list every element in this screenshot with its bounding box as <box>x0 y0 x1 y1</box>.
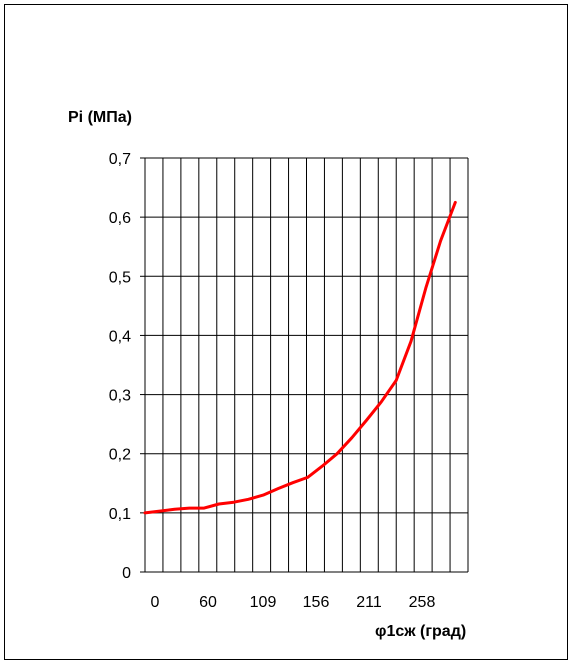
y-tick-label: 0,7 <box>109 151 131 168</box>
y-tick-label: 0,3 <box>109 388 131 405</box>
axes <box>140 157 468 573</box>
y-tick-label: 0,2 <box>109 447 131 464</box>
series-line <box>143 200 457 515</box>
x-tick-label: 60 <box>199 594 217 611</box>
y-tick-label: 0,1 <box>109 506 131 523</box>
grid <box>145 157 469 572</box>
series-group <box>143 200 457 515</box>
x-tick-label: 109 <box>250 594 277 611</box>
chart-frame <box>4 4 568 660</box>
y-tick-label: 0 <box>122 565 131 582</box>
x-tick-label: 211 <box>356 594 382 611</box>
x-tick-labels: 0 60 109 156 211 258 <box>151 594 436 611</box>
x-tick-label: 258 <box>409 594 436 611</box>
y-tick-label: 0,4 <box>109 328 131 345</box>
x-axis-label: φ1сж (град) <box>375 623 466 640</box>
y-axis-label: Pi (МПа) <box>68 109 132 126</box>
y-tick-labels: 0 0,1 0,2 0,3 0,4 0,5 0,6 0,7 <box>109 151 131 582</box>
x-tick-label: 0 <box>151 594 160 611</box>
y-tick-label: 0,6 <box>109 210 131 227</box>
x-tick-label: 156 <box>303 594 330 611</box>
y-tick-label: 0,5 <box>109 269 131 286</box>
